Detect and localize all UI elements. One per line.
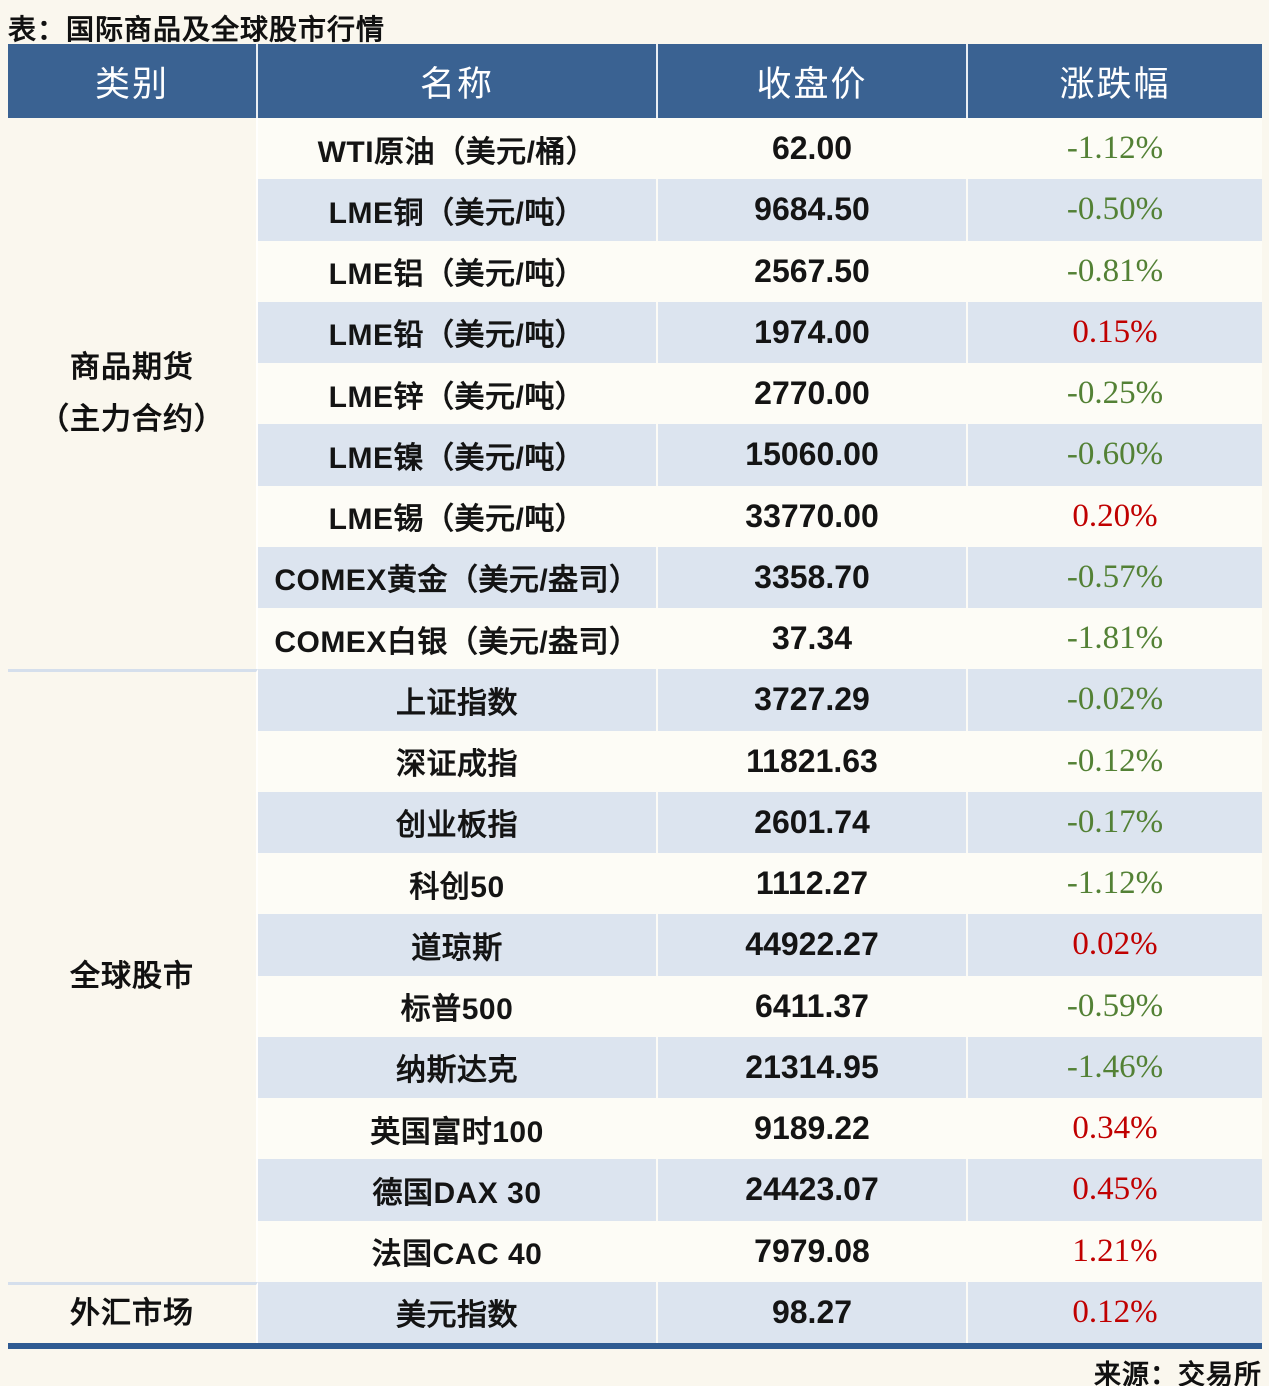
name-cell: 法国CAC 40 <box>258 1220 658 1282</box>
close-price-cell: 9684.50 <box>658 179 968 241</box>
close-price-cell: 1974.00 <box>658 301 968 363</box>
close-price-cell: 24423.07 <box>658 1159 968 1221</box>
name-cell: LME镍（美元/吨） <box>258 424 658 486</box>
close-price-cell: 9189.22 <box>658 1098 968 1160</box>
change-percent-cell: 0.20% <box>968 485 1262 547</box>
change-percent-cell: -0.60% <box>968 424 1262 486</box>
name-cell: 创业板指 <box>258 791 658 853</box>
market-table: 类别 名称 收盘价 涨跌幅 商品期货 （主力合约） WTI原油（美元/桶） 62.00… <box>8 44 1262 1349</box>
table-body: 商品期货 （主力合约） WTI原油（美元/桶） 62.00 -1.12% LME铜（美元/… <box>8 118 1262 1349</box>
change-percent-cell: -0.59% <box>968 975 1262 1037</box>
category-label-line: （主力合约） <box>39 402 225 436</box>
change-percent-cell: -1.46% <box>968 1036 1262 1098</box>
change-percent-cell: -1.12% <box>968 118 1262 180</box>
close-price-cell: 37.34 <box>658 608 968 670</box>
close-price-cell: 2770.00 <box>658 363 968 425</box>
header-cell-name: 名称 <box>258 44 658 118</box>
name-cell: LME锡（美元/吨） <box>258 485 658 547</box>
name-cell: LME铜（美元/吨） <box>258 179 658 241</box>
close-price-cell: 44922.27 <box>658 914 968 976</box>
name-cell: 深证成指 <box>258 730 658 792</box>
name-cell: 道琼斯 <box>258 914 658 976</box>
close-price-cell: 6411.37 <box>658 975 968 1037</box>
change-percent-cell: -0.12% <box>968 730 1262 792</box>
source-note: 来源：交易所 <box>1094 1360 1262 1386</box>
change-percent-cell: -1.81% <box>968 608 1262 670</box>
close-price-cell: 1112.27 <box>658 853 968 915</box>
category-label-line: 全球股市 <box>70 960 194 993</box>
change-percent-cell: 0.02% <box>968 914 1262 976</box>
change-percent-cell: 1.21% <box>968 1220 1262 1282</box>
name-cell: COMEX黄金（美元/盎司） <box>258 546 658 608</box>
close-price-cell: 3727.29 <box>658 669 968 731</box>
close-price-cell: 11821.63 <box>658 730 968 792</box>
change-percent-cell: -0.25% <box>968 363 1262 425</box>
close-price-cell: 21314.95 <box>658 1036 968 1098</box>
name-cell: 标普500 <box>258 975 658 1037</box>
category-cell: 全球股市 <box>8 669 258 1282</box>
name-cell: 美元指数 <box>258 1281 658 1343</box>
name-cell: WTI原油（美元/桶） <box>258 118 658 180</box>
header-cell-change: 涨跌幅 <box>968 44 1262 118</box>
close-price-cell: 2567.50 <box>658 240 968 302</box>
page-title: 表：国际商品及全球股市行情 <box>8 14 386 45</box>
header-cell-category: 类别 <box>8 44 258 118</box>
name-cell: 上证指数 <box>258 669 658 731</box>
change-percent-cell: -0.02% <box>968 669 1262 731</box>
close-price-cell: 98.27 <box>658 1281 968 1343</box>
category-cell: 外汇市场 <box>8 1281 258 1343</box>
close-price-cell: 15060.00 <box>658 424 968 486</box>
change-percent-cell: 0.45% <box>968 1159 1262 1221</box>
name-cell: LME锌（美元/吨） <box>258 363 658 425</box>
name-cell: COMEX白银（美元/盎司） <box>258 608 658 670</box>
name-cell: 德国DAX 30 <box>258 1159 658 1221</box>
category-cell: 商品期货 （主力合约） <box>8 118 258 670</box>
close-price-cell: 3358.70 <box>658 546 968 608</box>
change-percent-cell: -1.12% <box>968 853 1262 915</box>
name-cell: LME铝（美元/吨） <box>258 240 658 302</box>
change-percent-cell: -0.17% <box>968 791 1262 853</box>
close-price-cell: 2601.74 <box>658 791 968 853</box>
close-price-cell: 62.00 <box>658 118 968 180</box>
category-label-line: 外汇市场 <box>70 1296 194 1330</box>
change-percent-cell: -0.57% <box>968 546 1262 608</box>
name-cell: 纳斯达克 <box>258 1036 658 1098</box>
close-price-cell: 33770.00 <box>658 485 968 547</box>
name-cell: 英国富时100 <box>258 1098 658 1160</box>
header-cell-close: 收盘价 <box>658 44 968 118</box>
name-cell: LME铅（美元/吨） <box>258 301 658 363</box>
change-percent-cell: 0.15% <box>968 301 1262 363</box>
table-header-row: 类别 名称 收盘价 涨跌幅 <box>8 44 1262 118</box>
name-cell: 科创50 <box>258 853 658 915</box>
change-percent-cell: 0.34% <box>968 1098 1262 1160</box>
category-label-line: 商品期货 <box>70 350 194 384</box>
change-percent-cell: -0.50% <box>968 179 1262 241</box>
change-percent-cell: -0.81% <box>968 240 1262 302</box>
close-price-cell: 7979.08 <box>658 1220 968 1282</box>
change-percent-cell: 0.12% <box>968 1281 1262 1343</box>
